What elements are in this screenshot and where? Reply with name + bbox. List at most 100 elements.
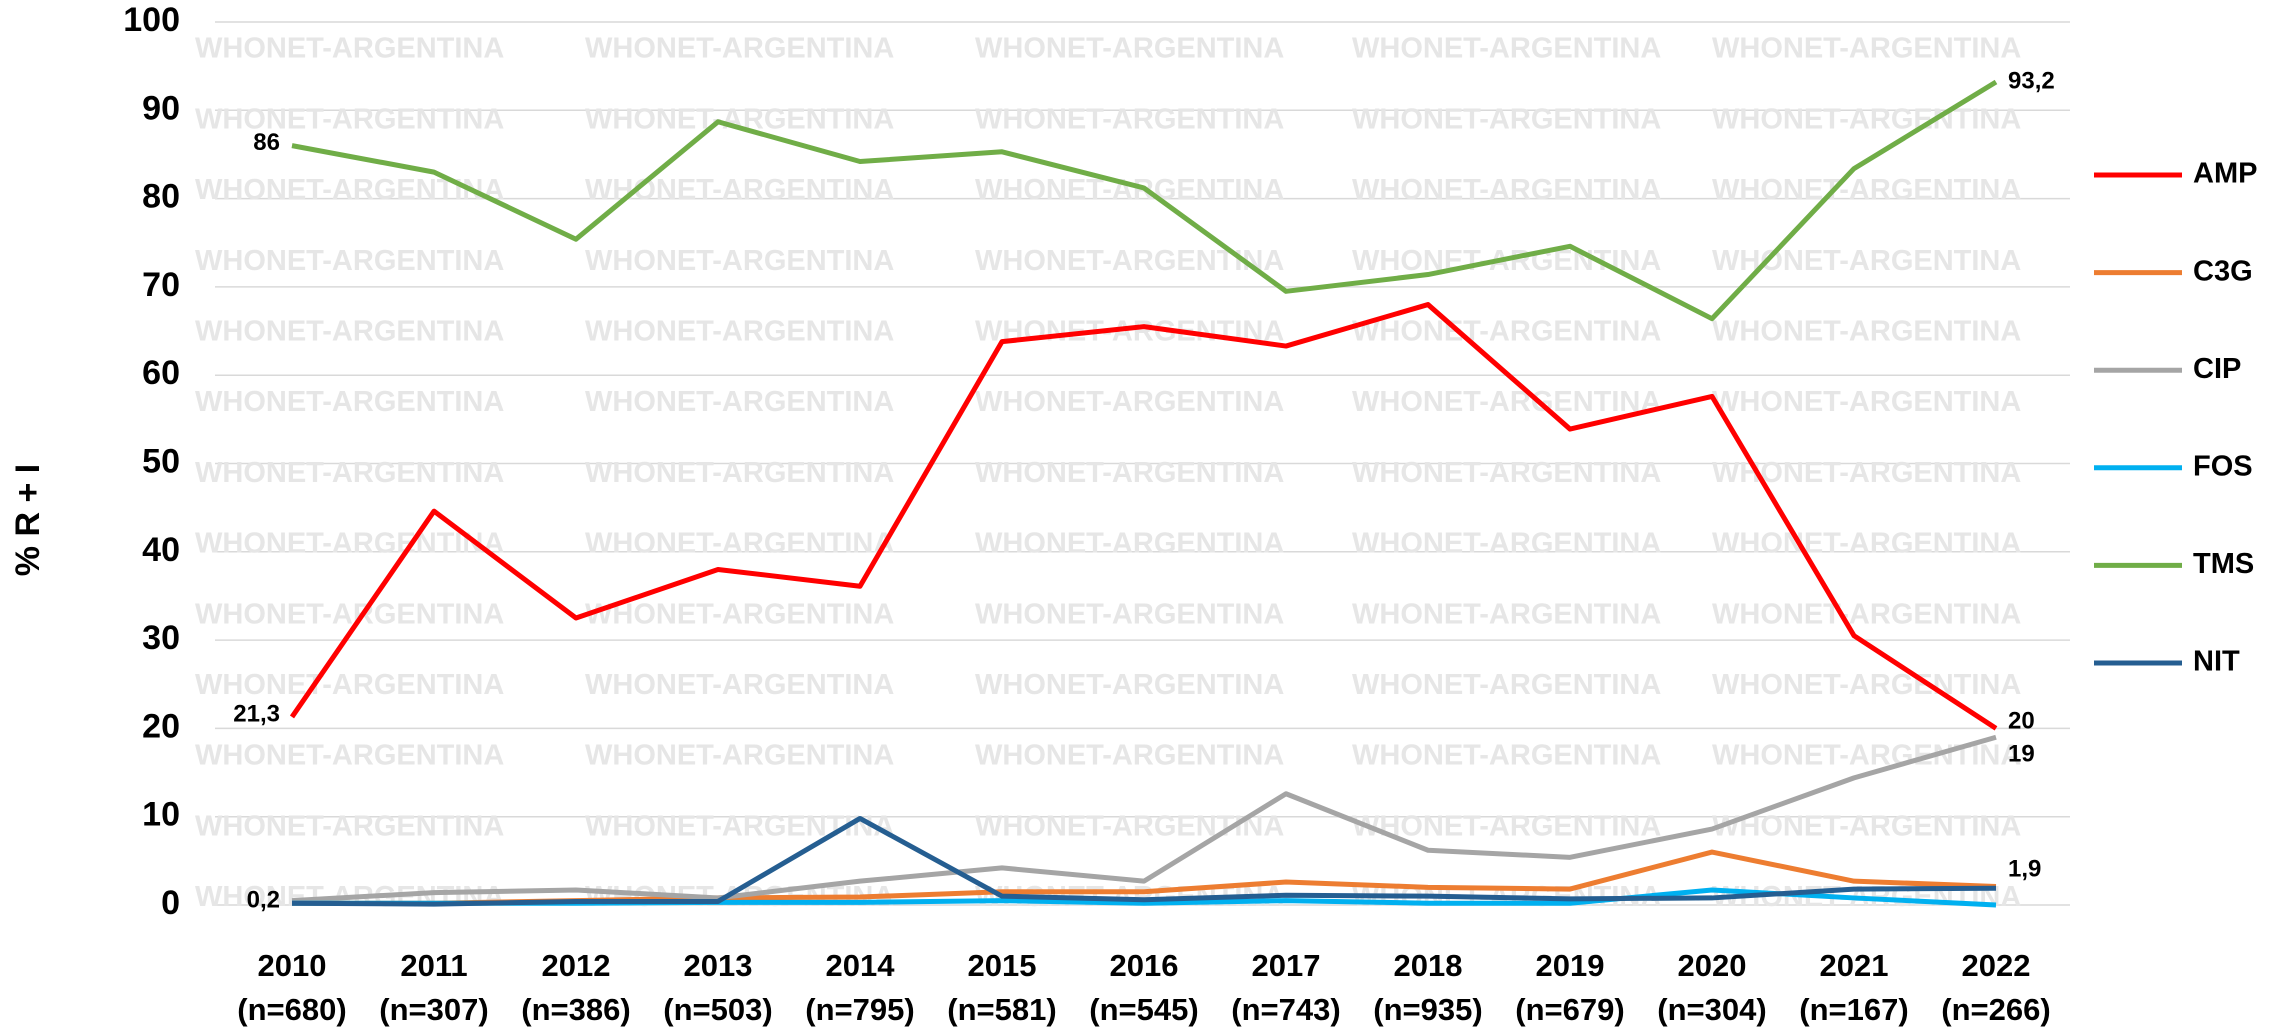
watermark: WHONET-ARGENTINA (975, 740, 1284, 772)
watermark: WHONET-ARGENTINA (585, 669, 894, 701)
data-label: 1,9 (2008, 856, 2041, 883)
watermark: WHONET-ARGENTINA (585, 33, 894, 65)
x-tick-label: 2020 (1678, 948, 1747, 983)
legend-label: CIP (2193, 353, 2241, 385)
watermark: WHONET-ARGENTINA (975, 315, 1284, 347)
data-label: 0,2 (247, 887, 280, 914)
watermark: WHONET-ARGENTINA (975, 386, 1284, 418)
watermark: WHONET-ARGENTINA (975, 245, 1284, 277)
watermark: WHONET-ARGENTINA (1352, 315, 1661, 347)
x-tick-label: 2021 (1820, 948, 1889, 983)
x-tick-sublabel: (n=307) (379, 992, 488, 1027)
x-tick-label: 2022 (1962, 948, 2031, 983)
watermark: WHONET-ARGENTINA (1352, 669, 1661, 701)
y-tick-label: 100 (123, 1, 180, 39)
watermark: WHONET-ARGENTINA (1712, 103, 2021, 135)
watermark: WHONET-ARGENTINA (1712, 174, 2021, 206)
x-tick-label: 2016 (1110, 948, 1179, 983)
watermark: WHONET-ARGENTINA (585, 598, 894, 630)
data-label: 20 (2008, 708, 2035, 735)
watermark: WHONET-ARGENTINA (1352, 598, 1661, 630)
watermark: WHONET-ARGENTINA (195, 386, 504, 418)
watermark: WHONET-ARGENTINA (1352, 174, 1661, 206)
legend-label: C3G (2193, 255, 2253, 287)
watermark: WHONET-ARGENTINA (195, 740, 504, 772)
watermark: WHONET-ARGENTINA (975, 174, 1284, 206)
watermark: WHONET-ARGENTINA (195, 174, 504, 206)
watermark: WHONET-ARGENTINA (975, 598, 1284, 630)
y-tick-label: 0 (161, 884, 180, 922)
x-tick-sublabel: (n=743) (1231, 992, 1340, 1027)
x-tick-sublabel: (n=935) (1373, 992, 1482, 1027)
x-tick-sublabel: (n=679) (1515, 992, 1624, 1027)
x-tick-sublabel: (n=545) (1089, 992, 1198, 1027)
watermark: WHONET-ARGENTINA (585, 528, 894, 560)
y-tick-label: 80 (142, 178, 180, 216)
watermark: WHONET-ARGENTINA (1712, 33, 2021, 65)
watermark: WHONET-ARGENTINA (1712, 810, 2021, 842)
watermark: WHONET-ARGENTINA (1352, 740, 1661, 772)
watermark: WHONET-ARGENTINA (585, 174, 894, 206)
watermark: WHONET-ARGENTINA (975, 457, 1284, 489)
legend-label: TMS (2193, 548, 2254, 580)
x-tick-label: 2011 (400, 948, 467, 983)
x-tick-sublabel: (n=795) (805, 992, 914, 1027)
x-tick-sublabel: (n=266) (1941, 992, 2050, 1027)
x-tick-sublabel: (n=304) (1657, 992, 1766, 1027)
watermark: WHONET-ARGENTINA (195, 103, 504, 135)
watermark: WHONET-ARGENTINA (585, 740, 894, 772)
watermark: WHONET-ARGENTINA (1352, 33, 1661, 65)
watermark: WHONET-ARGENTINA (195, 669, 504, 701)
y-tick-label: 40 (142, 531, 180, 569)
watermark: WHONET-ARGENTINA (1352, 386, 1661, 418)
x-tick-label: 2013 (684, 948, 753, 983)
legend-label: NIT (2193, 646, 2240, 678)
x-tick-label: 2012 (542, 948, 611, 983)
watermark: WHONET-ARGENTINA (975, 669, 1284, 701)
watermark: WHONET-ARGENTINA (1352, 457, 1661, 489)
y-tick-label: 60 (142, 354, 180, 392)
watermark: WHONET-ARGENTINA (1352, 528, 1661, 560)
watermark: WHONET-ARGENTINA (585, 103, 894, 135)
watermark: WHONET-ARGENTINA (585, 245, 894, 277)
data-label: 19 (2008, 741, 2035, 768)
watermark: WHONET-ARGENTINA (975, 33, 1284, 65)
watermark: WHONET-ARGENTINA (1712, 669, 2021, 701)
x-tick-sublabel: (n=680) (237, 992, 346, 1027)
x-tick-label: 2017 (1252, 948, 1321, 983)
data-label: 93,2 (2008, 67, 2055, 94)
x-tick-label: 2015 (968, 948, 1037, 983)
x-tick-sublabel: (n=386) (521, 992, 630, 1027)
watermark: WHONET-ARGENTINA (975, 103, 1284, 135)
y-axis-label: % R + I (9, 464, 47, 576)
watermark: WHONET-ARGENTINA (195, 598, 504, 630)
x-tick-label: 2010 (258, 948, 327, 983)
watermark: WHONET-ARGENTINA (1352, 103, 1661, 135)
legend-label: FOS (2193, 450, 2253, 482)
y-tick-label: 10 (142, 796, 180, 834)
x-tick-sublabel: (n=581) (947, 992, 1056, 1027)
watermark: WHONET-ARGENTINA (195, 315, 504, 347)
series-line (291, 815, 1997, 907)
y-tick-label: 20 (142, 707, 180, 745)
watermark: WHONET-ARGENTINA (1712, 528, 2021, 560)
watermark: WHONET-ARGENTINA (585, 315, 894, 347)
y-tick-label: 50 (142, 442, 180, 480)
data-label: 21,3 (233, 700, 280, 727)
y-tick-label: 30 (142, 619, 180, 657)
legend-label: AMP (2193, 158, 2257, 190)
watermark: WHONET-ARGENTINA (1712, 315, 2021, 347)
x-tick-label: 2018 (1394, 948, 1463, 983)
watermark: WHONET-ARGENTINA (1352, 810, 1661, 842)
series-line (291, 79, 1998, 322)
x-tick-label: 2019 (1536, 948, 1605, 983)
watermark: WHONET-ARGENTINA (975, 810, 1284, 842)
watermark: WHONET-ARGENTINA (195, 33, 504, 65)
watermark: WHONET-ARGENTINA (195, 245, 504, 277)
x-tick-sublabel: (n=503) (663, 992, 772, 1027)
watermark: WHONET-ARGENTINA (975, 528, 1284, 560)
watermark: WHONET-ARGENTINA (585, 457, 894, 489)
x-tick-label: 2014 (826, 948, 896, 983)
series-line (291, 734, 1997, 904)
